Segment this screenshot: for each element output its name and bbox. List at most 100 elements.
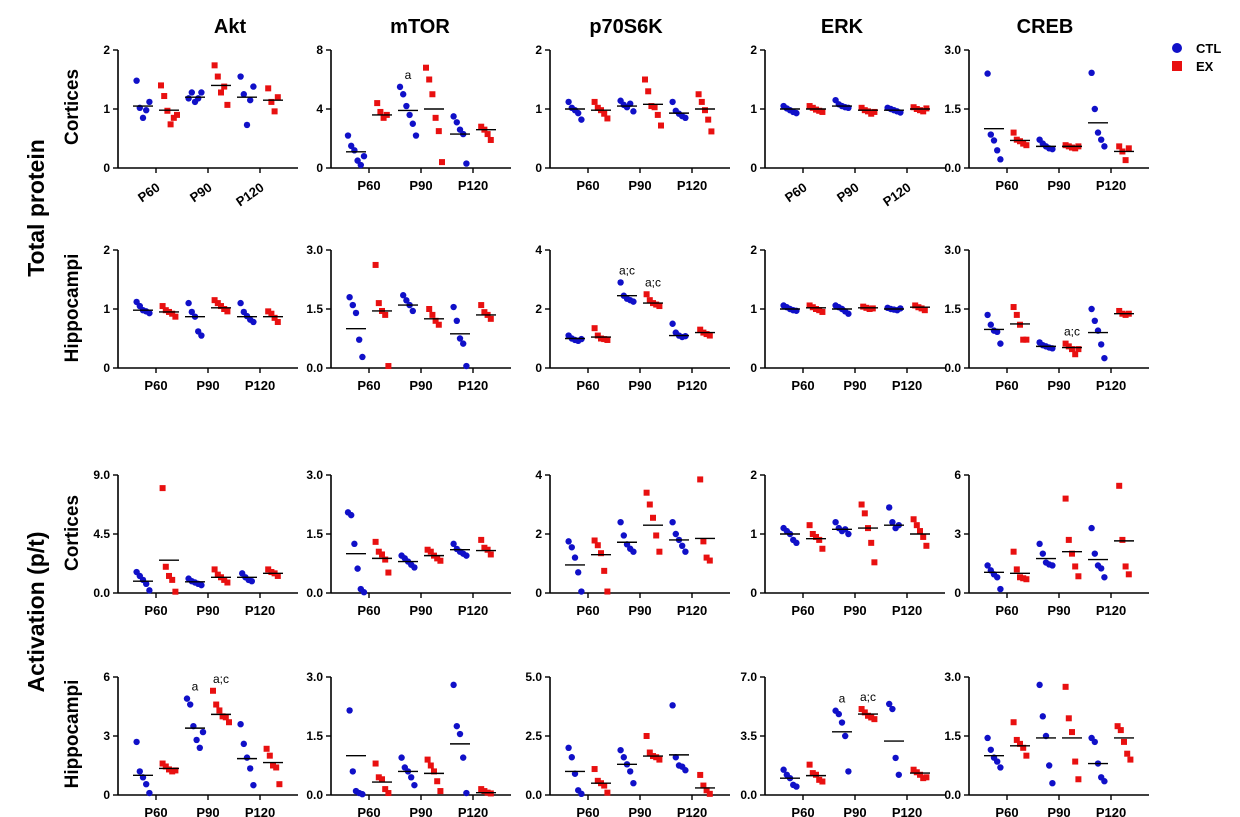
ex-point — [172, 588, 179, 595]
ex-point — [1116, 143, 1123, 150]
ctl-point — [886, 504, 893, 511]
x-tick-label: P90 — [196, 378, 219, 393]
y-tick-label: 0.0 — [944, 161, 961, 175]
ctl-point — [1091, 738, 1099, 746]
ctl-point — [450, 540, 457, 548]
ex-point — [910, 766, 917, 773]
ex-point — [427, 548, 434, 555]
ctl-point — [1094, 129, 1102, 136]
ctl-point — [456, 730, 464, 738]
ex-point — [594, 777, 601, 784]
y-tick-label: 3.0 — [306, 243, 323, 257]
ex-point — [653, 532, 660, 539]
ex-point — [377, 108, 384, 115]
ctl-point — [356, 336, 363, 343]
y-tick-label: 1.5 — [944, 102, 961, 116]
ex-point — [1065, 715, 1072, 722]
ex-point — [487, 790, 494, 797]
ctl-point — [247, 765, 254, 772]
ctl-point — [620, 532, 627, 539]
column-title-creb: CREB — [1017, 16, 1074, 38]
ex-point — [1013, 566, 1020, 573]
ex-point — [271, 108, 278, 115]
ctl-point — [195, 95, 202, 102]
ctl-point — [349, 301, 356, 309]
ex-point — [224, 308, 231, 315]
y-tick-label: 1.5 — [944, 729, 961, 743]
ex-point — [169, 310, 176, 317]
ex-point — [819, 778, 826, 785]
ctl-point — [357, 161, 364, 169]
ex-point — [221, 576, 228, 583]
ex-point — [643, 291, 650, 298]
x-tick-label: P60 — [576, 178, 599, 193]
ex-point — [1062, 495, 1069, 502]
ex-point — [429, 311, 436, 318]
y-tick-label: 0 — [750, 586, 757, 600]
x-tick-label: P90 — [843, 603, 866, 618]
row-subtitle-hippocampi-activation: Hippocampi — [62, 680, 83, 789]
ctl-point — [198, 332, 205, 339]
ex-point — [426, 76, 433, 83]
ex-point — [921, 307, 928, 314]
column-title-mtor: mTOR — [390, 16, 450, 38]
y-tick-label: 4.5 — [93, 527, 110, 541]
ex-point — [1017, 574, 1023, 581]
ex-point — [268, 310, 275, 317]
ex-point — [861, 709, 868, 716]
ctl-point — [250, 83, 257, 90]
ex-point — [1013, 136, 1020, 143]
ex-point — [1072, 563, 1079, 570]
ex-point — [1010, 548, 1017, 555]
legend-ex-marker — [1172, 61, 1182, 71]
ex-point — [1062, 142, 1069, 149]
x-tick-label: P90 — [628, 378, 651, 393]
panel: 0 1 2 P60 P90 P120 — [750, 43, 945, 209]
ctl-point — [1101, 354, 1108, 362]
ex-point — [435, 128, 442, 135]
ex-point — [1020, 336, 1027, 343]
x-tick-label: P90 — [1047, 378, 1070, 393]
ctl-point — [403, 102, 410, 110]
x-tick-label: P90 — [187, 180, 215, 206]
ex-point — [1124, 750, 1131, 757]
y-tick-label: 1 — [750, 302, 757, 316]
ex-point — [169, 768, 176, 775]
ctl-point — [146, 789, 153, 797]
ex-point — [1117, 727, 1124, 734]
ctl-point — [188, 308, 195, 316]
ex-point — [806, 522, 813, 529]
x-tick-label: P90 — [843, 378, 866, 393]
ex-point — [1013, 736, 1020, 743]
y-tick-label: 4 — [535, 243, 542, 257]
x-tick-label: P60 — [135, 180, 163, 206]
ctl-point — [344, 132, 352, 139]
ctl-point — [780, 766, 787, 773]
ex-point — [1075, 346, 1082, 353]
ex-point — [1020, 140, 1027, 147]
y-tick-label: 5.0 — [525, 670, 542, 684]
ex-point — [435, 321, 442, 328]
ex-point — [858, 706, 865, 713]
ctl-point — [1101, 143, 1108, 150]
ex-point — [656, 548, 663, 555]
ex-point — [1075, 573, 1082, 580]
ctl-point — [1091, 550, 1099, 557]
x-tick-label: P90 — [409, 378, 432, 393]
ctl-point — [997, 764, 1004, 771]
x-tick-label: P120 — [458, 378, 488, 393]
y-tick-label: 2.5 — [525, 729, 542, 743]
ctl-point — [351, 540, 358, 548]
ex-point — [1125, 145, 1132, 152]
panel: 0.0 1.5 3.0 P60 P90 P120 a;c — [944, 243, 1149, 393]
ex-point — [698, 98, 705, 105]
significance-annotation: a — [405, 68, 412, 82]
ctl-point — [987, 131, 994, 138]
ctl-point — [187, 701, 194, 708]
y-tick-label: 4 — [535, 468, 542, 482]
y-tick-label: 3.0 — [306, 468, 323, 482]
ctl-point — [133, 77, 140, 84]
ctl-point — [845, 310, 852, 317]
ex-point — [816, 307, 823, 314]
panels: 0 1 2 P60 P90 P120 0 4 8 P60 P90 P120 a 0 1 2 P60 P90 P120… — [93, 43, 1149, 817]
